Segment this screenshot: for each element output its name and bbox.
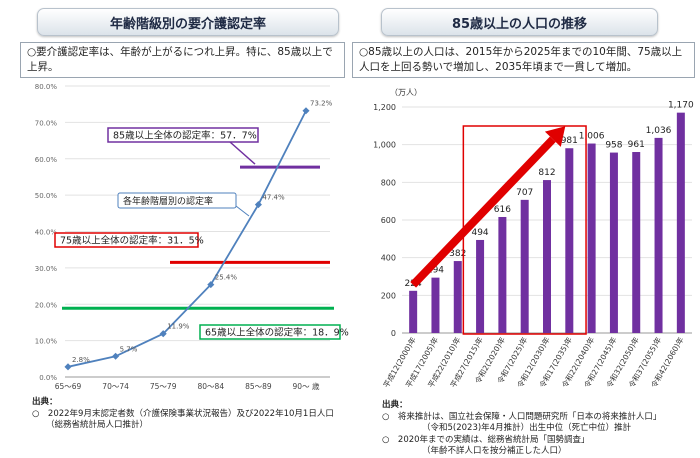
- y-tick-label: 0.0%: [39, 374, 57, 382]
- series-label-box: [117, 192, 237, 209]
- data-label: 707: [516, 188, 533, 198]
- right-description: ○85歳以上の人口は、2015年から2025年までの10年間、75歳以上人口を上…: [352, 42, 695, 78]
- data-point: [207, 281, 215, 289]
- right-panel-title: 85歳以上の人口の推移: [381, 8, 658, 36]
- left-line-chart: 0.0% 10.0% 20.0% 30.0% 40.0% 50.0% 60.0% 70.0% 8…: [35, 83, 349, 391]
- data-label: 616: [494, 205, 511, 215]
- y-tick-label: 20.0%: [35, 301, 58, 309]
- bar: [632, 152, 641, 333]
- y-tick-label: 80.0%: [35, 83, 58, 91]
- left-description-text: ○要介護認定率は、年齢が上がるにつれ上昇。特に、85歳以上で上昇。: [27, 46, 333, 73]
- y-tick-label: 800: [381, 178, 396, 187]
- bar: [654, 137, 663, 333]
- right-source-heading: 出典：: [382, 400, 408, 410]
- bar: [498, 216, 507, 333]
- reference-label-box: [107, 127, 259, 143]
- right-source: 出典： ○ 将来推計は、国立社会保障・人口問題研究所「日本の将来推計人口」 （令…: [382, 400, 697, 458]
- reference-label-box: [54, 232, 199, 248]
- data-label: 47.4%: [262, 194, 285, 202]
- data-label: 812: [538, 168, 555, 178]
- x-tick-label: 70〜74: [102, 382, 129, 391]
- bar: [609, 152, 618, 333]
- y-tick-label: 400: [381, 254, 396, 263]
- series-line: [67, 110, 307, 368]
- right-panel-title-text: 85歳以上の人口の推移: [451, 16, 588, 32]
- data-label: 1,006: [579, 132, 605, 142]
- bar: [431, 277, 440, 333]
- y-tick-label: 1,200: [373, 103, 396, 112]
- y-tick-label: 200: [381, 291, 396, 300]
- left-source-line-2: （総務省統計局人口推計）: [46, 420, 149, 430]
- x-tick-label: 65〜69: [55, 382, 82, 391]
- data-label: 382: [449, 249, 466, 259]
- reference-label-box: [199, 324, 341, 340]
- right-description-text: ○85歳以上の人口は、2015年から2025年までの10年間、75歳以上人口を上…: [359, 46, 683, 73]
- bar: [476, 239, 485, 333]
- bar: [453, 261, 462, 333]
- data-label: 494: [471, 228, 488, 238]
- y-tick-label: 1,000: [373, 141, 396, 150]
- y-tick-label: 0: [391, 329, 396, 338]
- y-axis-unit: （万人）: [390, 88, 422, 97]
- reference-label: 85歳以上全体の認定率：57．7%: [113, 130, 257, 142]
- data-label: 981: [561, 136, 578, 146]
- data-label: 1,170: [668, 101, 694, 111]
- data-label: 5.7%: [120, 345, 138, 353]
- data-label: 11.9%: [167, 323, 190, 331]
- left-panel-title-text: 年齢階級別の要介護認定率: [109, 16, 266, 32]
- data-point: [112, 352, 120, 360]
- data-point: [64, 363, 72, 371]
- left-description: ○要介護認定率は、年齢が上がるにつれ上昇。特に、85歳以上で上昇。: [20, 42, 345, 78]
- right-source-line-1: ○ 将来推計は、国立社会保障・人口問題研究所「日本の将来推計人口」: [382, 411, 662, 422]
- data-label: 73.2%: [310, 100, 333, 108]
- right-source-line-3: ○ 2020年までの実績は、総務省統計局「国勢調査」: [382, 434, 590, 445]
- x-tick-label: 75〜79: [150, 382, 177, 391]
- y-tick-label: 600: [381, 216, 396, 225]
- reference-callout-line: [229, 141, 256, 165]
- right-source-line-4: （年齢不詳人口を按分補正した人口）: [422, 446, 567, 456]
- data-point: [159, 330, 167, 338]
- series-label-pointer: [235, 205, 250, 217]
- x-tick-label: 85〜89: [245, 382, 272, 391]
- y-tick-label: 10.0%: [35, 338, 58, 346]
- data-label: 294: [427, 266, 444, 276]
- y-tick-label: 30.0%: [35, 265, 58, 273]
- reference-label: 65歳以上全体の認定率：18．9%: [205, 327, 349, 339]
- bar: [587, 143, 596, 333]
- bar: [520, 199, 529, 333]
- y-tick-label: 40.0%: [35, 229, 58, 237]
- bar: [565, 148, 574, 333]
- data-label: 961: [628, 140, 645, 150]
- left-source-heading: 出典：: [32, 397, 58, 407]
- left-panel-title: 年齢階級別の要介護認定率: [37, 8, 339, 36]
- bar: [409, 290, 418, 333]
- data-label: 25.4%: [215, 274, 238, 282]
- reference-label: 75歳以上全体の認定率：31．5%: [60, 235, 204, 247]
- y-tick-label: 70.0%: [35, 119, 58, 127]
- data-label: 2.8%: [72, 356, 90, 364]
- trend-arrow-head: [544, 126, 566, 147]
- x-tick-label: 90〜 歳: [293, 381, 320, 391]
- right-bar-chart: （万人）02004006008001,0001,200224平成12(2000)…: [373, 88, 694, 389]
- y-tick-label: 50.0%: [35, 192, 58, 200]
- data-point: [302, 107, 310, 115]
- left-source: 出典： ○ 2022年9月末認定者数（介護保険事業状況報告）及び2022年10月…: [32, 397, 352, 432]
- bar: [543, 180, 551, 333]
- left-source-line-1: ○ 2022年9月末認定者数（介護保険事業状況報告）及び2022年10月1日人口: [32, 408, 334, 419]
- x-tick-label: 80〜84: [198, 382, 225, 391]
- data-point: [254, 201, 262, 209]
- data-label: 1,036: [646, 126, 672, 136]
- data-label: 958: [605, 141, 622, 151]
- trend-arrow-shaft: [410, 136, 556, 288]
- y-tick-label: 60.0%: [35, 156, 58, 164]
- right-source-line-2: （令和5(2023)年4月推計）出生中位（死亡中位）推計: [422, 423, 632, 433]
- bar: [676, 112, 685, 334]
- series-label: 各年齢階層別の認定率: [123, 195, 213, 207]
